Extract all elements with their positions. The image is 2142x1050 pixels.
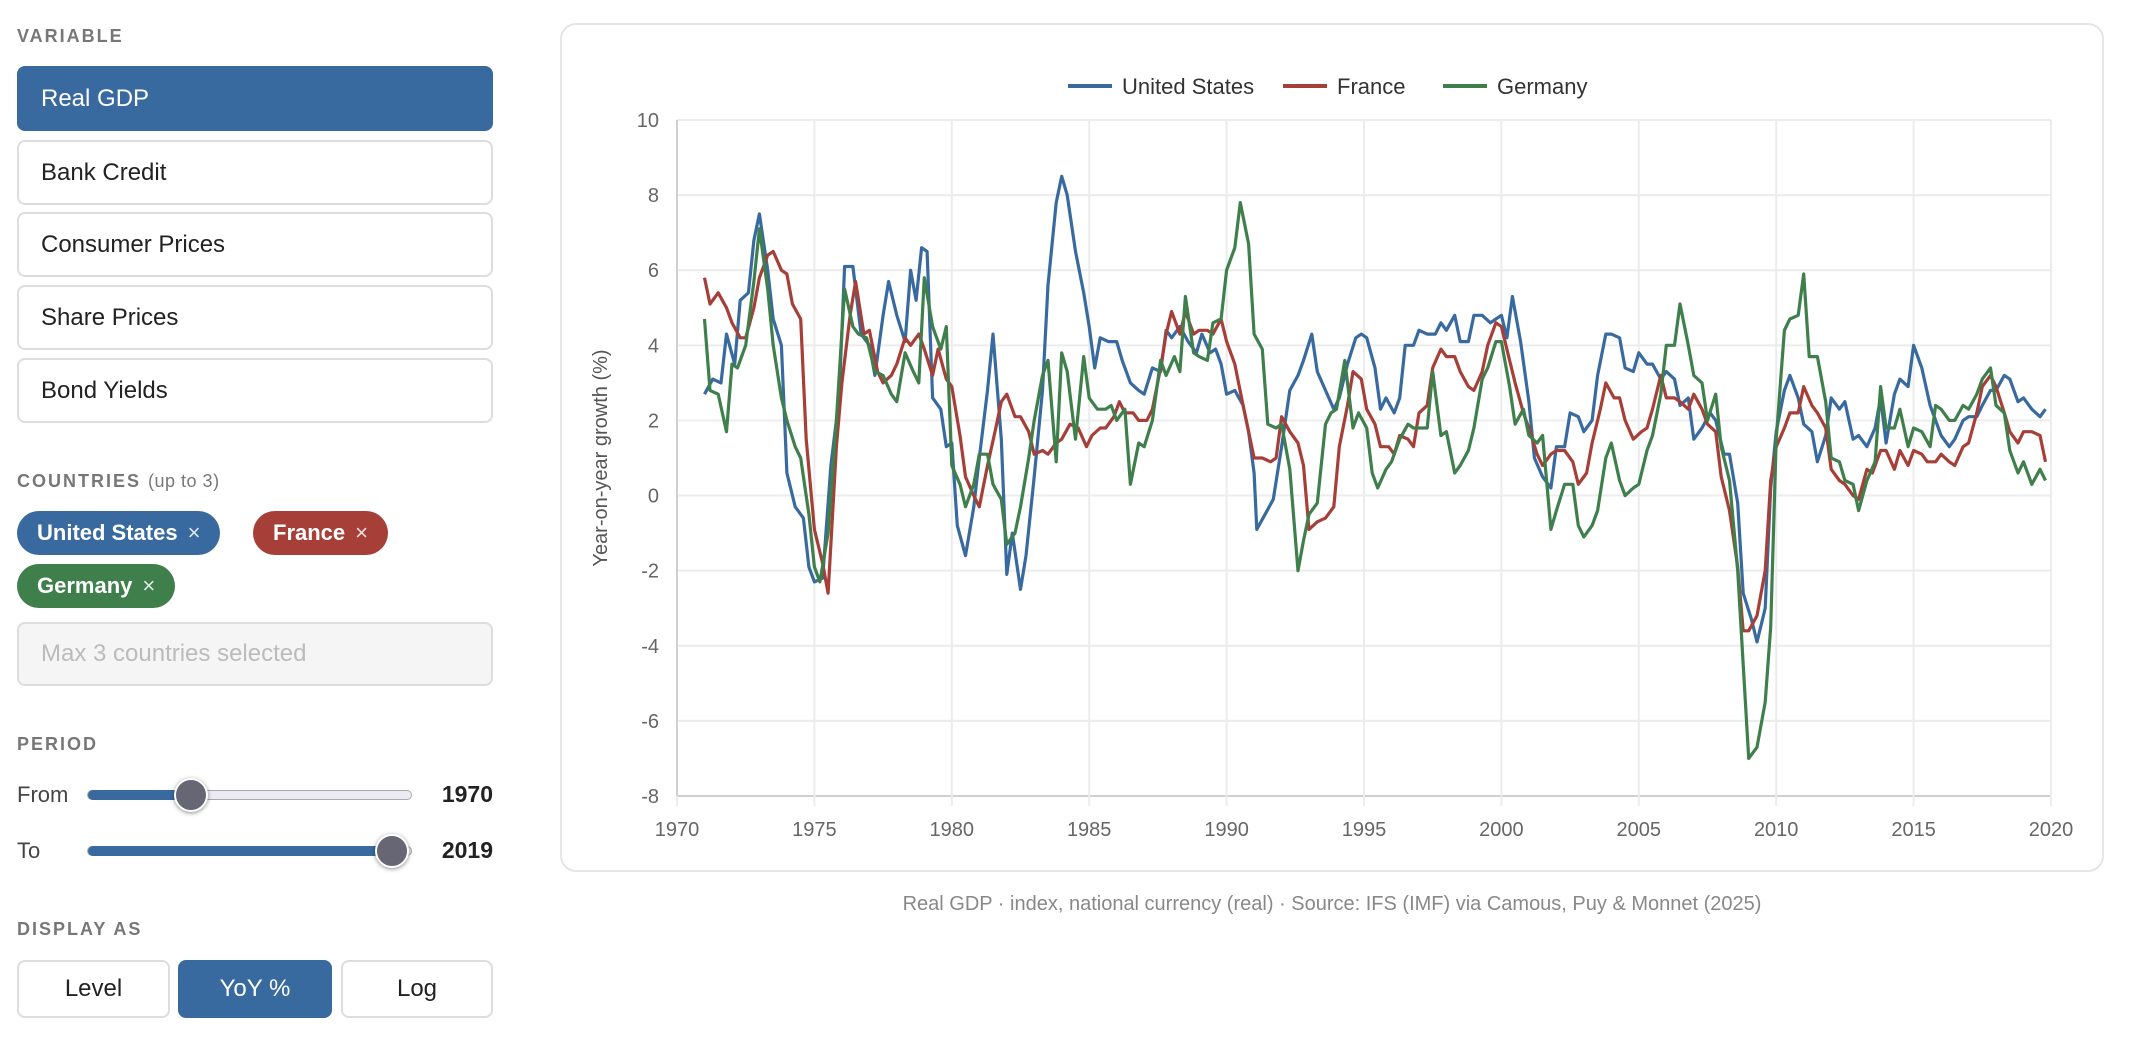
- legend-label: Germany: [1497, 74, 1587, 99]
- y-tick-label: 0: [648, 486, 659, 508]
- from-value: 1970: [441, 781, 493, 807]
- countries-heading-text: COUNTRIES: [17, 471, 142, 491]
- x-tick-label: 2000: [1479, 819, 1524, 841]
- chip-label: France: [273, 520, 346, 545]
- x-tick-label: 2010: [1754, 819, 1799, 841]
- variable-bank-credit-button[interactable]: Bank Credit: [17, 140, 493, 205]
- country-chip-germany: Germany ×: [17, 564, 176, 608]
- display-level-button[interactable]: Level: [17, 960, 170, 1018]
- variable-heading: VARIABLE: [17, 26, 124, 46]
- from-label: From: [17, 782, 69, 807]
- chip-label: United States: [37, 520, 178, 545]
- series-line-united-states: [703, 174, 2047, 644]
- countries-heading: COUNTRIES (up to 3): [17, 471, 220, 492]
- legend-label: France: [1337, 74, 1405, 99]
- variable-bond-yields-button[interactable]: Bond Yields: [17, 358, 493, 423]
- x-tick-label: 1975: [792, 819, 837, 841]
- display-log-button[interactable]: Log: [341, 960, 493, 1018]
- remove-icon[interactable]: ×: [187, 520, 201, 545]
- chip-label: Germany: [37, 573, 133, 598]
- display-yoy-button[interactable]: YoY %: [178, 960, 332, 1018]
- remove-icon[interactable]: ×: [142, 573, 156, 598]
- y-tick-label: 8: [648, 185, 659, 207]
- y-tick-label: 2: [648, 410, 659, 432]
- x-tick-label: 2020: [2029, 819, 2074, 841]
- chart-caption: Real GDP · index, national currency (rea…: [902, 893, 1762, 915]
- series-line-germany: [702, 201, 2047, 760]
- x-tick-label: 1970: [655, 819, 700, 841]
- x-tick-label: 2005: [1617, 819, 1662, 841]
- line-chart: 10 8 6 4 2 0 -2 -4 -6 -8 1970 1975 1980 1985 1990 1995 2…: [590, 74, 2074, 841]
- chart-card: 10 8 6 4 2 0 -2 -4 -6 -8 1970 1975 1980 1985 1990 1995 2…: [560, 23, 2104, 872]
- display-as-heading: DISPLAY AS: [17, 919, 143, 939]
- country-chip-united-states: United States ×: [17, 511, 221, 555]
- to-slider[interactable]: [87, 834, 412, 868]
- y-axis-label: Year-on-year growth (%): [590, 349, 612, 566]
- legend-label: United States: [1122, 74, 1254, 99]
- variable-consumer-prices-button[interactable]: Consumer Prices: [17, 212, 493, 277]
- y-tick-label: 4: [648, 335, 659, 357]
- y-tick-label: 6: [648, 260, 659, 282]
- y-tick-label: -6: [641, 711, 659, 733]
- x-tick-label: 1985: [1067, 819, 1112, 841]
- x-tick-label: 1990: [1204, 819, 1249, 841]
- x-tick-label: 1995: [1342, 819, 1387, 841]
- y-tick-label: -4: [641, 636, 659, 658]
- from-slider[interactable]: [87, 778, 412, 812]
- variable-share-prices-button[interactable]: Share Prices: [17, 285, 493, 350]
- country-chip-france: France ×: [253, 511, 389, 555]
- x-tick-label: 2015: [1891, 819, 1936, 841]
- period-heading: PERIOD: [17, 734, 99, 754]
- x-tick-label: 1980: [930, 819, 975, 841]
- y-tick-label: 10: [637, 110, 659, 132]
- y-tick-label: -8: [641, 786, 659, 808]
- to-value: 2019: [441, 837, 493, 863]
- y-tick-label: -2: [641, 561, 659, 583]
- to-slider-thumb[interactable]: [374, 834, 409, 868]
- to-slider-fill: [88, 846, 392, 856]
- series-line-france: [702, 249, 2048, 633]
- from-slider-thumb[interactable]: [174, 778, 209, 812]
- to-label: To: [17, 838, 41, 863]
- variable-real-gdp-button[interactable]: Real GDP: [17, 66, 493, 131]
- countries-hint: (up to 3): [148, 471, 220, 491]
- from-slider-fill: [88, 790, 192, 800]
- remove-icon[interactable]: ×: [355, 520, 369, 545]
- country-search-input[interactable]: [17, 622, 493, 686]
